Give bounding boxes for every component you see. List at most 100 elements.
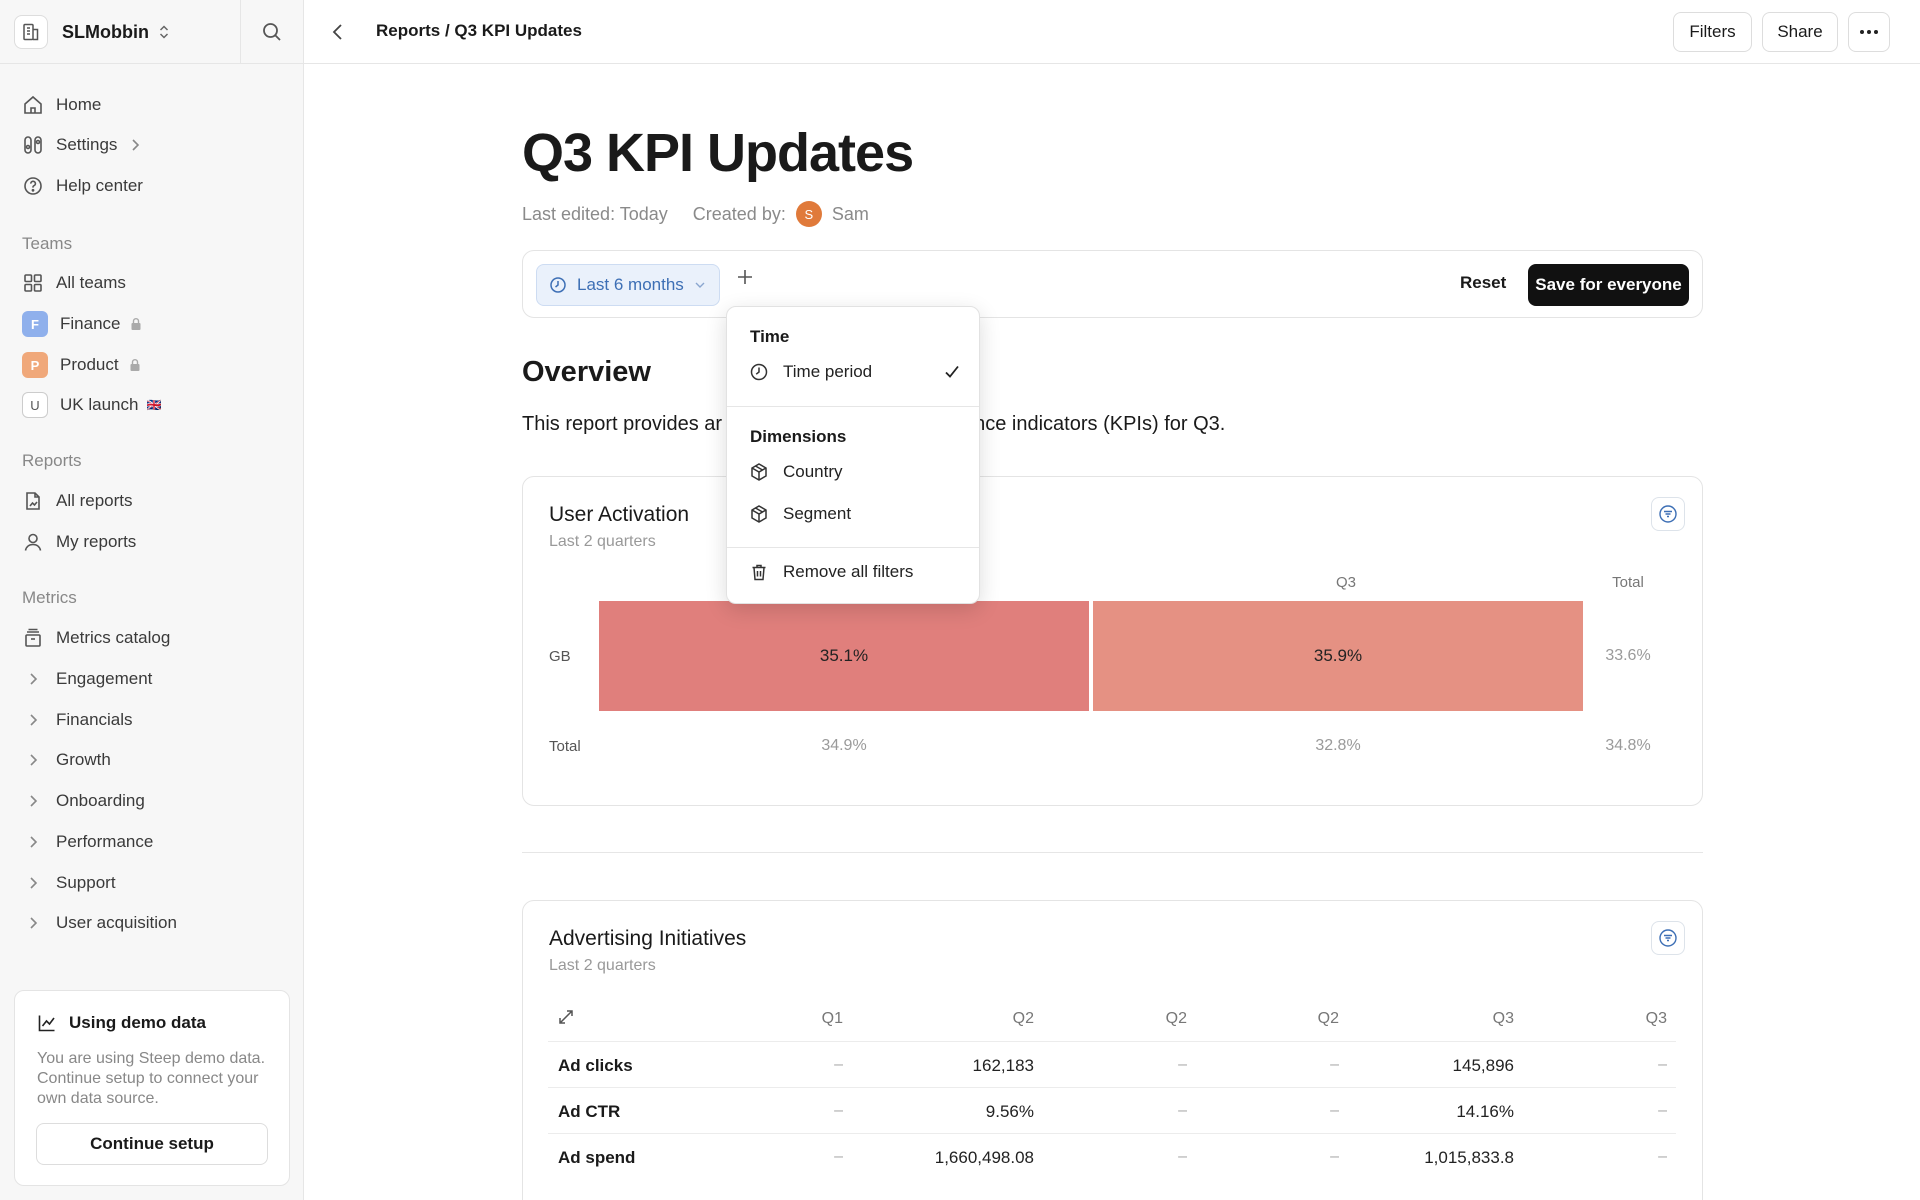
reset-button[interactable]: Reset: [1460, 273, 1507, 292]
sidebar-item-settings[interactable]: Settings: [22, 128, 141, 162]
heatmap-cell-gb-q2[interactable]: 35.1%: [599, 601, 1089, 711]
swap-axes-button[interactable]: [556, 1007, 576, 1027]
sidebar-item-label: User acquisition: [56, 913, 177, 933]
lock-icon: [130, 359, 140, 371]
overview-text-start: This report provides ar: [522, 413, 723, 435]
sidebar-item-label: Metrics catalog: [56, 628, 171, 647]
table-cell-empty: –: [1178, 1148, 1187, 1165]
sidebar-item-all-teams[interactable]: All teams: [22, 266, 126, 300]
table-cell-empty: –: [834, 1148, 843, 1165]
chevron-right-icon: [30, 876, 38, 889]
chevron-right-icon: [30, 673, 38, 685]
breadcrumb: Reports / Q3 KPI Updates: [376, 21, 582, 40]
table-row[interactable]: Ad clicks – 162,183 – – 145,896 –: [548, 1041, 1676, 1087]
sidebar-item-label: Help center: [56, 176, 143, 195]
more-button[interactable]: [1848, 12, 1890, 52]
sidebar-item-metric-group[interactable]: Engagement: [22, 662, 152, 696]
share-button[interactable]: Share: [1762, 12, 1838, 52]
menu-separator: [727, 406, 979, 407]
sidebar-item-metric-group[interactable]: Performance: [22, 825, 153, 859]
sidebar-item-label: All teams: [56, 273, 126, 292]
sidebar-item-product[interactable]: P Product: [22, 348, 141, 382]
sidebar-item-label: Financials: [56, 709, 133, 729]
demo-title-text: Using demo data: [69, 1013, 206, 1032]
add-filter-menu: Time Time period Dimensions Country Segm…: [726, 306, 980, 604]
sidebar-item-label: Support: [56, 872, 116, 892]
time-filter-chip[interactable]: Last 6 months: [536, 264, 720, 306]
chevron-updown-icon: [157, 24, 171, 40]
chevron-right-icon: [30, 714, 38, 726]
heatmap-cell-gb-q3[interactable]: 35.9%: [1093, 601, 1583, 711]
card-filter-button[interactable]: [1651, 921, 1685, 955]
table-cell-empty: –: [1330, 1102, 1339, 1119]
column-header: Q2: [1012, 1010, 1034, 1027]
chevron-right-icon: [132, 139, 140, 151]
card-filter-button[interactable]: [1651, 497, 1685, 531]
menu-heading-time: Time: [750, 327, 790, 346]
more-horizontal-icon: [1860, 30, 1878, 34]
avatar: S: [795, 201, 822, 227]
heatmap-total-total: 34.8%: [1605, 737, 1651, 754]
menu-item-segment[interactable]: Segment: [749, 499, 961, 529]
sidebar-item-label: Onboarding: [56, 791, 145, 811]
sidebar-item-finance[interactable]: F Finance: [22, 307, 142, 341]
menu-item-label: Remove all filters: [783, 562, 914, 581]
card-title: User Activation: [549, 503, 690, 526]
sidebar-item-home[interactable]: Home: [22, 88, 101, 122]
table-cell: 1,660,498.08: [934, 1148, 1034, 1167]
workspace-switcher[interactable]: SLMobbin: [14, 14, 171, 50]
sidebar-item-uk-launch[interactable]: U UK launch 🇬🇧: [22, 388, 161, 422]
menu-item-country[interactable]: Country: [749, 457, 961, 487]
sidebar-item-my-reports[interactable]: My reports: [22, 525, 136, 559]
swap-arrows-icon: [559, 1010, 573, 1024]
workspace-name: SLMobbin: [62, 21, 149, 42]
table-cell-empty: –: [1658, 1102, 1667, 1119]
table-cell-empty: –: [1178, 1102, 1187, 1119]
table-cell: 162,183: [972, 1056, 1034, 1075]
chart-line-icon: [38, 1015, 55, 1032]
sidebar-item-metric-group[interactable]: User acquisition: [22, 906, 177, 940]
column-header-q3: Q3: [1335, 574, 1356, 591]
sidebar-item-label: All reports: [56, 491, 133, 510]
filters-button[interactable]: Filters: [1673, 12, 1752, 52]
last-edited: Last edited: Today: [522, 203, 668, 224]
sidebar-item-metric-group[interactable]: Support: [22, 866, 116, 900]
table-row[interactable]: Ad spend – 1,660,498.08 – – 1,015,833.8 –: [548, 1133, 1676, 1179]
row-label: Ad spend: [558, 1148, 636, 1167]
sidebar-search-button[interactable]: [240, 0, 303, 64]
table-row[interactable]: Ad CTR – 9.56% – – 14.16% –: [548, 1087, 1676, 1133]
archive-icon: [25, 628, 41, 647]
menu-item-remove-all-filters[interactable]: Remove all filters: [749, 557, 961, 587]
team-badge: F: [22, 311, 48, 337]
menu-item-time-period[interactable]: Time period: [749, 357, 961, 387]
report-icon: [26, 492, 40, 510]
overview-text-end: ance indicators (KPIs) for Q3.: [963, 413, 1226, 435]
save-for-everyone-button[interactable]: Save for everyone: [1528, 264, 1689, 306]
table-cell-empty: –: [1178, 1056, 1187, 1073]
sidebar-item-metric-group[interactable]: Financials: [22, 703, 133, 737]
created-by-label: Created by:: [692, 203, 786, 224]
card-title: Advertising Initiatives: [549, 927, 747, 950]
demo-description: You are using Steep demo data. Continue …: [37, 1050, 266, 1107]
sidebar-item-label: Home: [56, 95, 102, 114]
filter-circle-icon: [1659, 929, 1677, 947]
sidebar-header: SLMobbin: [0, 0, 303, 64]
advertising-card: Advertising Initiatives Last 2 quarters: [522, 900, 1703, 1200]
sidebar-item-all-reports[interactable]: All reports: [22, 484, 133, 518]
author-name: Sam: [831, 203, 869, 224]
continue-setup-button[interactable]: Continue setup: [36, 1123, 268, 1165]
sidebar-item-metrics-catalog[interactable]: Metrics catalog: [22, 621, 170, 655]
sidebar-item-label: UK launch: [60, 395, 139, 414]
filter-bar: Last 6 months Reset Save for everyone: [522, 250, 1703, 318]
sidebar-item-metric-group[interactable]: Growth: [22, 743, 111, 777]
add-filter-button[interactable]: [735, 267, 755, 287]
sidebar-item-metric-group[interactable]: Onboarding: [22, 784, 145, 818]
checkmark-icon: [945, 365, 959, 378]
table-cell: 9.56%: [985, 1102, 1034, 1121]
time-filter-label: Last 6 months: [577, 275, 684, 294]
sidebar-item-help[interactable]: Help center: [22, 169, 143, 203]
column-header: Q3: [1645, 1010, 1667, 1027]
back-button[interactable]: [326, 20, 350, 44]
chevron-right-icon: [30, 754, 38, 766]
